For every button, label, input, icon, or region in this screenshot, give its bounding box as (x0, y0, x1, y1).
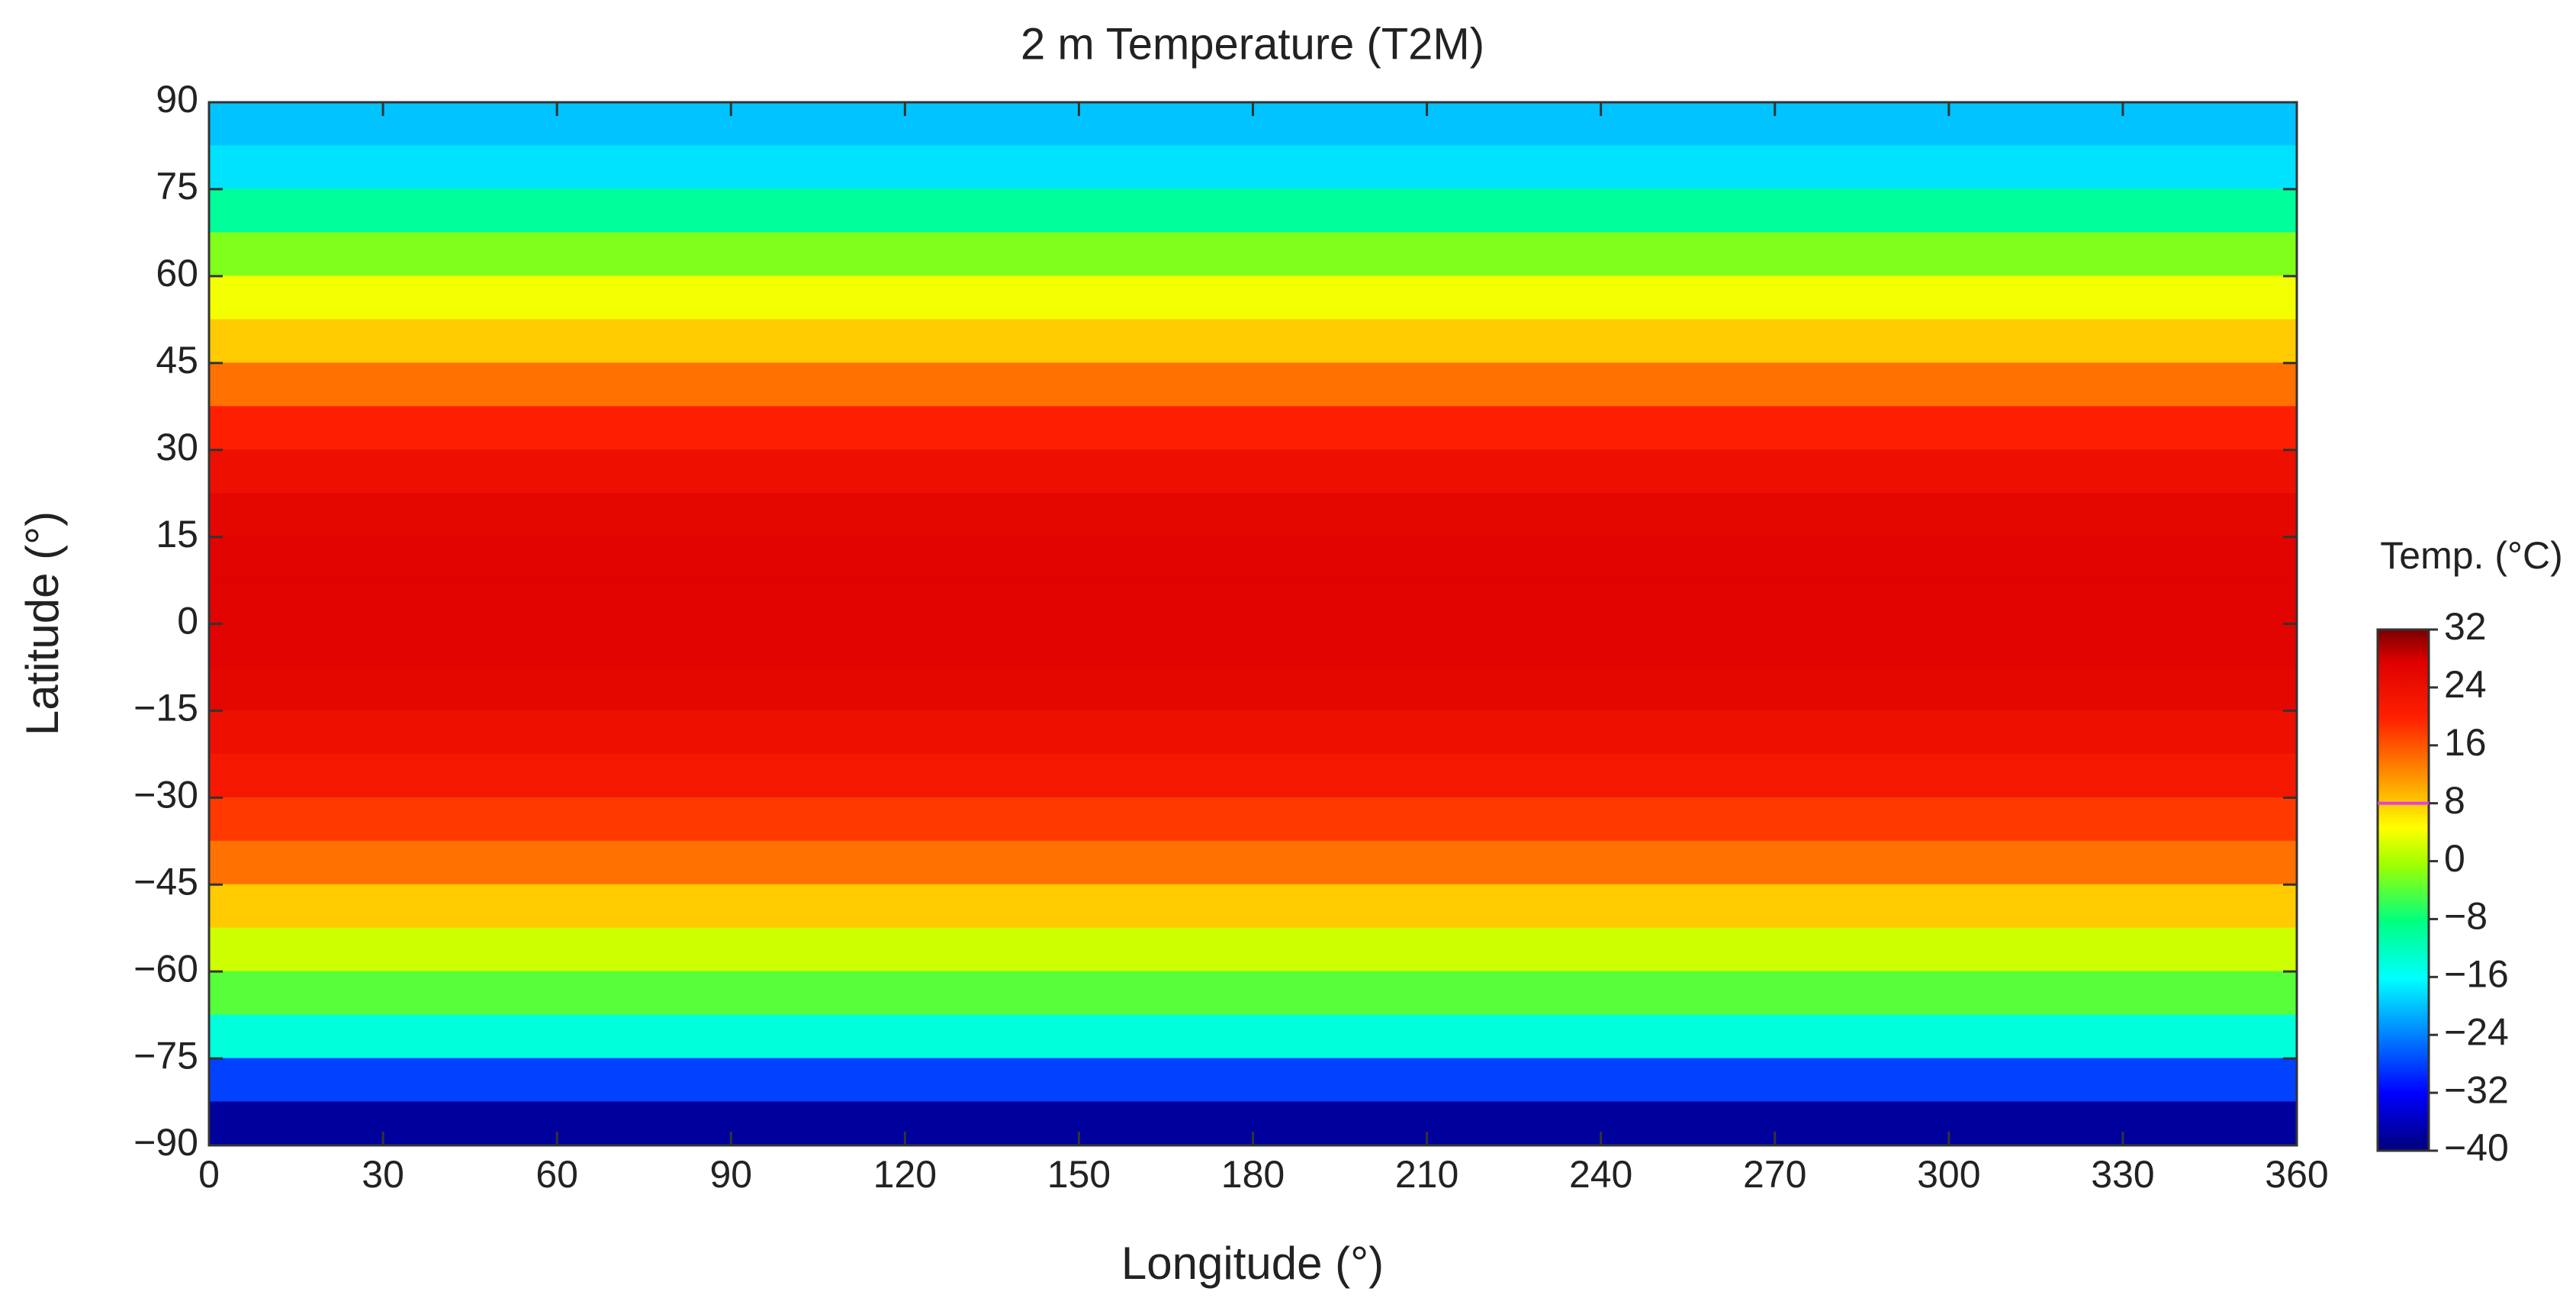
chart-title: 2 m Temperature (T2M) (1021, 19, 1484, 69)
colorbar-tick-label: 16 (2444, 721, 2487, 764)
temperature-band (209, 1014, 2297, 1059)
temperature-band (209, 884, 2297, 929)
colorbar-tick-label: −24 (2444, 1010, 2509, 1053)
y-tick-label: 15 (156, 513, 198, 556)
temperature-band (209, 666, 2297, 711)
y-tick-label: 30 (156, 426, 198, 469)
y-axis-label: Latitude (°) (17, 511, 68, 736)
y-tick-label: −45 (133, 860, 198, 903)
temperature-band (209, 1058, 2297, 1103)
x-tick-label: 60 (535, 1153, 578, 1196)
temperature-band (209, 927, 2297, 972)
temperature-band (209, 362, 2297, 407)
colorbar-tick-label: 0 (2444, 837, 2465, 880)
colorbar-tick-label: 8 (2444, 779, 2465, 822)
temperature-band (209, 580, 2297, 624)
x-tick-label: 0 (198, 1153, 220, 1196)
temperature-band (209, 840, 2297, 885)
x-tick-label: 300 (1917, 1153, 1980, 1196)
y-tick-label: 45 (156, 339, 198, 382)
x-tick-label: 180 (1221, 1153, 1285, 1196)
y-tick-label: −60 (133, 947, 198, 990)
x-tick-label: 330 (2091, 1153, 2154, 1196)
temperature-band (209, 232, 2297, 277)
temperature-band (209, 797, 2297, 842)
y-tick-label: 75 (156, 165, 198, 208)
y-tick-label: 0 (177, 600, 198, 643)
temperature-band (209, 623, 2297, 668)
colorbar (2376, 628, 2430, 1152)
y-tick-label: 60 (156, 252, 198, 295)
colorbar-tick-label: −16 (2444, 953, 2509, 996)
x-tick-label: 270 (1743, 1153, 1806, 1196)
y-tick-label: 90 (156, 78, 198, 121)
colorbar-tick-label: −8 (2444, 895, 2488, 938)
colorbar-tick-label: 24 (2444, 663, 2487, 706)
temperature-band (209, 275, 2297, 320)
colorbar-tick-label: −32 (2444, 1068, 2509, 1111)
x-axis-label: Longitude (°) (1121, 1238, 1384, 1289)
x-tick-label: 120 (873, 1153, 937, 1196)
temperature-band (209, 319, 2297, 364)
temperature-band (209, 710, 2297, 755)
y-tick-label: −75 (133, 1034, 198, 1077)
temperature-band (209, 753, 2297, 798)
temperature-band (209, 971, 2297, 1016)
x-tick-label: 30 (362, 1153, 404, 1196)
y-tick-label: −15 (133, 687, 198, 729)
x-tick-label: 240 (1569, 1153, 1632, 1196)
y-tick-label: −30 (133, 774, 198, 816)
colorbar-tick-label: 32 (2444, 605, 2487, 648)
colorbar-label: Temp. (°C) (2380, 534, 2562, 577)
x-tick-label: 210 (1395, 1153, 1458, 1196)
x-tick-label: 150 (1047, 1153, 1111, 1196)
x-tick-label: 360 (2265, 1153, 2328, 1196)
temperature-band (209, 188, 2297, 233)
temperature-band (209, 406, 2297, 451)
temperature-band (209, 493, 2297, 538)
temperature-band (209, 536, 2297, 581)
temperature-band (209, 145, 2297, 190)
temperature-band (209, 449, 2297, 494)
colorbar-tick-label: −40 (2444, 1126, 2509, 1169)
x-tick-label: 90 (709, 1153, 752, 1196)
y-tick-label: −90 (133, 1121, 198, 1164)
